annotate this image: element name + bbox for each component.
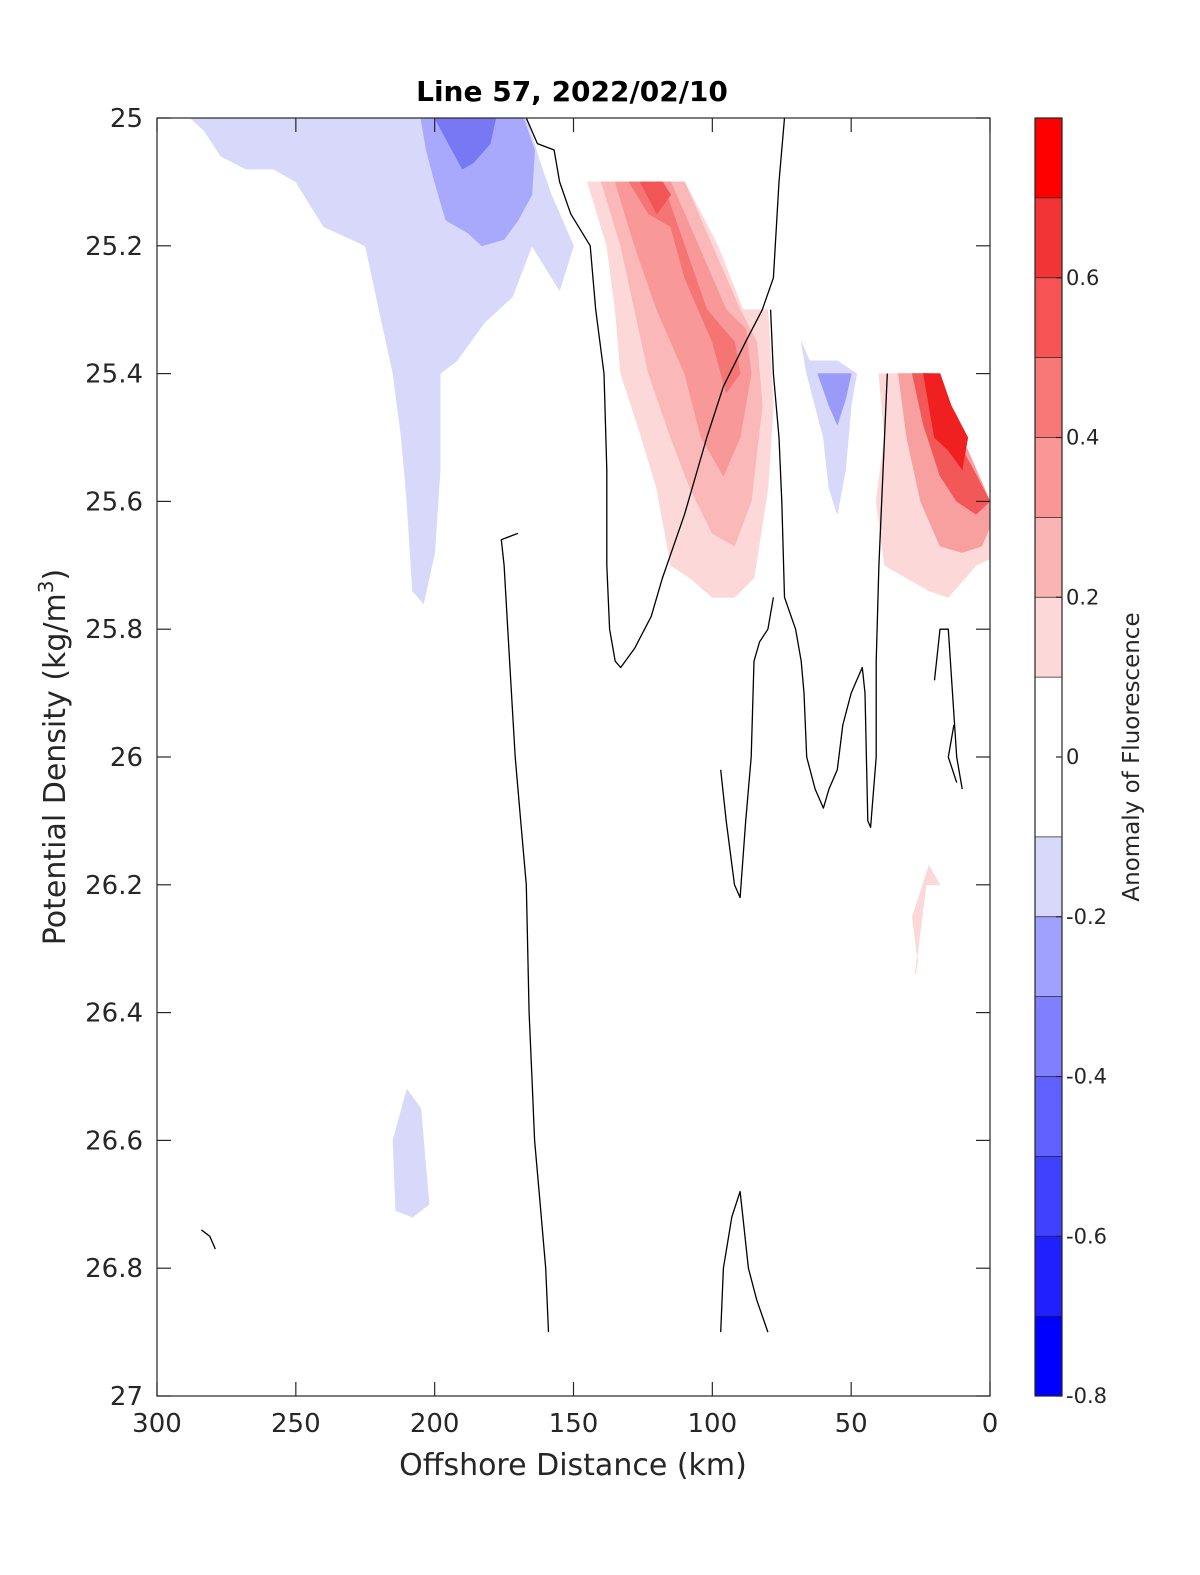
x-tick-label: 50 <box>835 1409 868 1439</box>
zero-contour-6 <box>720 1190 769 1333</box>
fill-region-5 <box>817 373 852 426</box>
x-tick-label: 100 <box>688 1409 738 1439</box>
y-axis-title-main: Potential Density (kg/m <box>38 593 73 945</box>
colorbar-swatch <box>1035 357 1062 438</box>
colorbar-swatch <box>1035 1316 1062 1396</box>
fill-region-8 <box>614 181 752 477</box>
plot-area <box>156 117 991 1397</box>
colorbar-swatch <box>1035 916 1062 997</box>
x-tick-label: 0 <box>982 1409 999 1439</box>
colorbar-tick-label: -0.4 <box>1066 1065 1107 1089</box>
zero-contour-1 <box>500 532 550 1333</box>
zero-contour-2 <box>769 309 888 828</box>
fill-region-3 <box>392 1088 430 1218</box>
zero-contour-lines <box>201 118 963 1333</box>
colorbar-swatch <box>1035 597 1062 678</box>
colorbar-tick-label: -0.8 <box>1066 1384 1107 1408</box>
y-tick-label: 27 <box>110 1382 143 1412</box>
colorbar-swatch <box>1035 437 1062 518</box>
anomaly-fill-regions <box>189 118 990 1218</box>
colorbar-title: Anomaly of Fluorescence <box>1119 612 1145 901</box>
y-tick-label: 26.4 <box>85 999 143 1029</box>
y-tick-label: 26 <box>110 743 143 773</box>
colorbar-swatch <box>1035 836 1062 917</box>
colorbar-swatch <box>1035 197 1062 278</box>
x-tick-label: 200 <box>410 1409 460 1439</box>
colorbar-swatch <box>1035 118 1062 198</box>
fill-region-14 <box>923 373 969 471</box>
colorbar: -0.8 -0.6 -0.4 -0.2 0 0.2 0.4 0.6 <box>1034 117 1107 1408</box>
colorbar-tick-label: -0.2 <box>1066 905 1107 929</box>
y-axis-title: Potential Density (kg/m3) <box>34 569 73 945</box>
x-axis: 300 250 200 150 100 50 0 <box>132 118 998 1439</box>
colorbar-swatch <box>1035 517 1062 598</box>
chart-title: Line 57, 2022/02/10 <box>416 75 728 108</box>
x-tick-label: 150 <box>549 1409 599 1439</box>
x-axis-title: Offshore Distance (km) <box>399 1448 747 1483</box>
zero-contour-5 <box>947 724 958 783</box>
colorbar-swatch <box>1035 1236 1062 1317</box>
y-tick-label: 25.8 <box>85 615 143 645</box>
zero-contour-0 <box>525 118 786 669</box>
y-axis-title-superscript: 3 <box>34 580 58 593</box>
colorbar-swatch <box>1035 277 1062 358</box>
fill-region-9 <box>628 181 741 394</box>
colorbar-tick-label: 0.2 <box>1066 585 1099 609</box>
fill-region-1 <box>420 118 535 247</box>
colorbar-tick-label: 0.6 <box>1066 266 1099 290</box>
zero-contour-4 <box>933 628 963 790</box>
x-tick-label: 250 <box>271 1409 321 1439</box>
zero-contour-7 <box>201 1229 216 1250</box>
y-tick-label: 26.6 <box>85 1126 143 1156</box>
y-axis-title-end: ) <box>38 569 73 581</box>
colorbar-tick-label: 0 <box>1066 745 1079 769</box>
y-tick-label: 25.4 <box>85 360 143 390</box>
colorbar-tick-label: 0.4 <box>1066 426 1099 450</box>
colorbar-swatch <box>1035 996 1062 1077</box>
x-tick-label: 300 <box>132 1409 182 1439</box>
y-tick-label: 26.8 <box>85 1254 143 1284</box>
colorbar-swatch <box>1035 1076 1062 1157</box>
fill-region-15 <box>911 864 941 975</box>
fill-region-10 <box>639 181 672 215</box>
y-axis: 25 25.2 25.4 25.6 25.8 26 26.2 26.4 26.6 26.8 27 <box>85 104 990 1412</box>
colorbar-tick-label: -0.6 <box>1066 1224 1107 1248</box>
fill-region-2 <box>434 118 497 170</box>
zero-contour-3 <box>720 597 775 899</box>
colorbar-swatch <box>1035 1156 1062 1237</box>
y-tick-label: 25 <box>110 104 143 134</box>
y-tick-label: 25.2 <box>85 232 143 262</box>
y-tick-label: 26.2 <box>85 871 143 901</box>
y-tick-label: 25.6 <box>85 487 143 517</box>
